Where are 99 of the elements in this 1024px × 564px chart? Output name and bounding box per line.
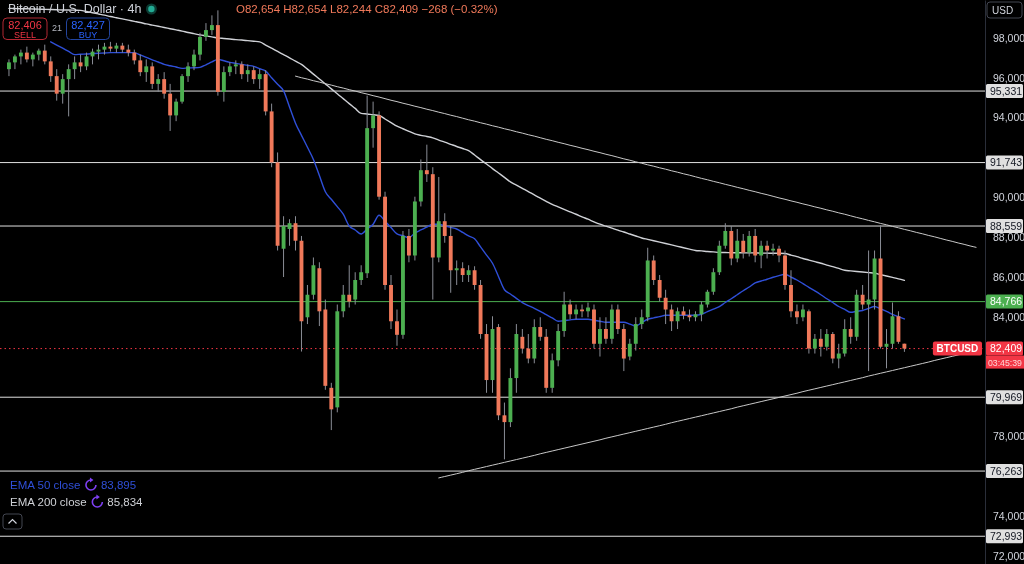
candlestick: [520, 328, 525, 355]
candlestick: [598, 316, 602, 358]
line-series: [295, 75, 977, 248]
candlestick: [257, 68, 262, 90]
y-tick-label: 98,000: [993, 31, 1024, 44]
candlestick: [395, 309, 399, 347]
candlestick: [60, 73, 65, 105]
candlestick: [860, 284, 865, 310]
candlestick: [329, 382, 334, 431]
candlestick: [669, 304, 674, 332]
candlestick: [711, 267, 716, 296]
candlestick: [675, 307, 680, 330]
y-tick-label: 84,000: [993, 310, 1024, 323]
candlestick: [174, 98, 179, 122]
candlestick: [138, 54, 143, 77]
candlestick: [735, 228, 740, 263]
ref-line-label: 95,331: [990, 84, 1023, 97]
candlestick: [818, 328, 823, 358]
annotation: SELL: [13, 29, 37, 40]
candlestick: [741, 233, 746, 259]
y-tick-label: 74,000: [993, 510, 1024, 523]
candlestick: [204, 22, 208, 42]
candlestick: [771, 243, 776, 256]
candlestick: [42, 44, 47, 65]
candlestick: [657, 274, 662, 303]
ref-line-label: 72,993: [990, 530, 1023, 543]
candlestick: [406, 228, 411, 263]
ref-line-label: 82,409: [990, 342, 1023, 355]
annotation: 82,406: [8, 18, 42, 31]
candlestick: [568, 299, 573, 320]
candlestick: [639, 309, 644, 330]
text: EMA 50 close: [10, 479, 81, 491]
candlestick: [198, 32, 202, 61]
ref-line-label: 79,969: [990, 391, 1023, 404]
candlestick: [66, 63, 71, 117]
candlestick: [836, 343, 841, 369]
ref-line-label: 91,743: [990, 156, 1023, 169]
candlestick: [824, 328, 829, 352]
ref-line-label: 88,559: [990, 219, 1023, 232]
candlestick: [651, 254, 656, 286]
candlestick: [753, 228, 758, 263]
text: EMA 200 close: [10, 496, 87, 508]
annotation: O82,654 H82,654 L82,244 C82,409 −268 (−0.32%): [236, 3, 498, 15]
candlestick: [144, 58, 149, 83]
candlestick: [209, 14, 214, 36]
candlestick: [777, 245, 781, 263]
candlestick: [168, 83, 173, 132]
annotation: BUY: [78, 29, 98, 40]
candlestick: [54, 68, 59, 102]
candlestick: [460, 261, 465, 283]
ref-line-label: 84,766: [990, 295, 1023, 308]
y-tick-label: 94,000: [993, 111, 1024, 124]
candlestick: [538, 316, 543, 342]
y-tick-label: 72,000: [993, 549, 1024, 562]
annotation: 82,427: [71, 18, 105, 31]
candlestick: [472, 265, 477, 291]
candlestick: [442, 212, 447, 244]
candlestick: [347, 264, 352, 309]
y-tick-label: 90,000: [993, 191, 1024, 204]
y-tick-label: 88,000: [993, 231, 1024, 244]
annotation: BTCUSD: [936, 343, 979, 355]
candlestick: [359, 264, 364, 286]
candlestick: [12, 54, 17, 70]
candlestick: [526, 333, 531, 364]
candlestick: [627, 338, 632, 361]
candlestick: [48, 55, 53, 83]
candlestick: [7, 58, 11, 77]
text: USD: [992, 5, 1014, 16]
y-tick-label: 78,000: [993, 430, 1024, 443]
candlestick: [186, 61, 190, 83]
candlestick: [72, 55, 77, 80]
candlestick: [615, 304, 620, 335]
candlestick: [281, 215, 286, 278]
candlestick: [603, 316, 608, 345]
candlestick: [24, 46, 29, 63]
candlestick: [747, 230, 752, 257]
candlestick: [800, 304, 805, 322]
candlestick: [424, 144, 429, 183]
candlestick: [848, 316, 853, 345]
candlestick: [723, 222, 728, 250]
candlestick: [150, 61, 155, 90]
candlestick: [162, 71, 167, 100]
annotation: 21: [51, 23, 63, 33]
candlestick: [765, 240, 770, 259]
y-tick-label: 86,000: [993, 270, 1024, 283]
candlestick: [192, 49, 196, 71]
candlestick: [663, 289, 668, 325]
annotation: 83,895: [100, 479, 137, 491]
candlestick: [812, 333, 817, 355]
candlestick: [795, 304, 799, 325]
annotation: 85,834: [107, 496, 144, 508]
y-tick-label: 96,000: [993, 71, 1024, 84]
candlestick: [221, 65, 226, 103]
candlestick: [502, 402, 507, 460]
candlestick: [371, 101, 376, 149]
candlestick: [633, 316, 638, 352]
ref-line-label: 76,263: [990, 464, 1023, 477]
candlestick: [759, 240, 764, 269]
candlestick: [454, 259, 459, 286]
